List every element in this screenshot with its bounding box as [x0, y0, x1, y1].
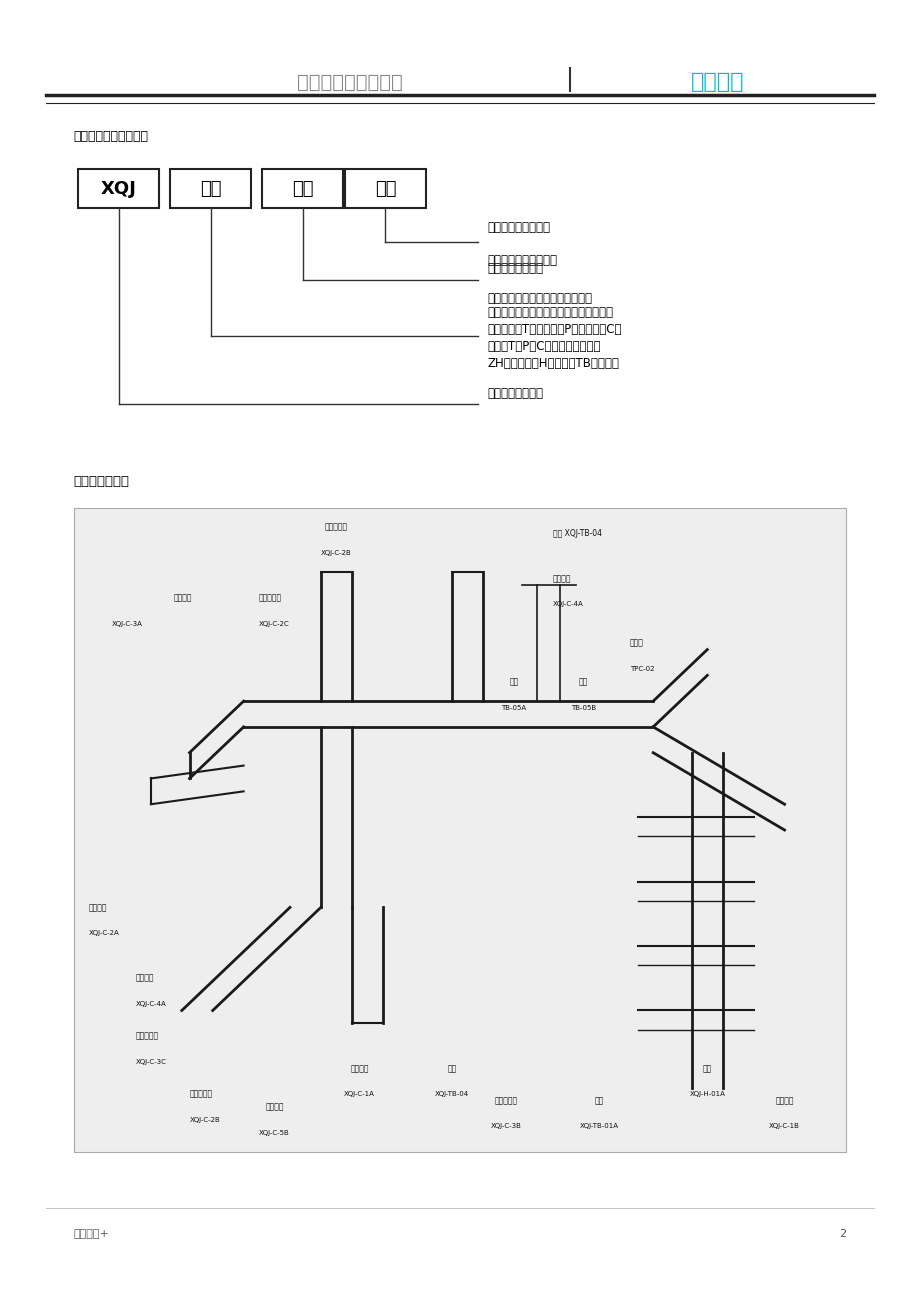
Text: 表示结构形式（用中文第一个汉语拼音的: 表示结构形式（用中文第一个汉语拼音的	[487, 306, 613, 319]
Text: XQJ-TB-01A: XQJ-TB-01A	[579, 1124, 618, 1130]
Text: 大写字头）T为梯架式、P为托盘式、C为: 大写字头）T为梯架式、P为托盘式、C为	[487, 323, 621, 336]
Text: XQJ-C-3B: XQJ-C-3B	[491, 1124, 521, 1130]
Text: XQJ-C-3C: XQJ-C-3C	[135, 1059, 166, 1065]
Text: 水平弯道: 水平弯道	[89, 902, 108, 911]
Text: 异径接头: 异径接头	[265, 1103, 283, 1112]
Text: XQJ-H-01A: XQJ-H-01A	[688, 1091, 724, 1098]
Text: 上偏直弯道: 上偏直弯道	[189, 1090, 212, 1099]
Text: 槽式（T、P、C组合为三种共用）: 槽式（T、P、C组合为三种共用）	[487, 340, 600, 353]
Text: 支架: 支架	[448, 1064, 457, 1073]
Text: 表示汇线桥架系列: 表示汇线桥架系列	[487, 387, 543, 400]
Text: XQJ-C-2B: XQJ-C-2B	[189, 1117, 220, 1124]
Text: XQJ-C-4A: XQJ-C-4A	[552, 602, 583, 608]
Text: 终端封头: 终端封头	[775, 1096, 793, 1105]
Text: 吊杆: 吊杆	[578, 677, 587, 686]
Text: 表示类别种类序号: 表示类别种类序号	[487, 262, 543, 275]
Text: 桥架安装示意图: 桥架安装示意图	[74, 475, 130, 488]
Text: XQJ-TB-04: XQJ-TB-04	[435, 1091, 469, 1098]
Text: XQJ-C-1B: XQJ-C-1B	[768, 1124, 800, 1130]
Text: XQJ: XQJ	[101, 180, 136, 198]
Text: 规格: 规格	[374, 180, 396, 198]
Text: TPC-02: TPC-02	[630, 665, 653, 672]
Text: XQJ-C-1A: XQJ-C-1A	[344, 1091, 375, 1098]
Text: 吊架: 吊架	[509, 677, 518, 686]
Text: 下偏直三通: 下偏直三通	[135, 1031, 158, 1040]
Text: 形式: 形式	[199, 180, 221, 198]
Text: 托臂: 托臂	[594, 1096, 603, 1105]
Text: 2: 2	[838, 1229, 845, 1240]
Text: 立柱: 立柱	[702, 1064, 711, 1073]
Text: 下偏直弯道: 下偏直弯道	[259, 594, 282, 603]
Text: TB-05A: TB-05A	[501, 704, 526, 711]
Text: TB-05B: TB-05B	[571, 704, 596, 711]
Text: 电缆桥架型号表示方法: 电缆桥架型号表示方法	[74, 130, 149, 143]
Text: （用阿拉伯数字表示）: （用阿拉伯数字表示）	[487, 254, 557, 267]
FancyBboxPatch shape	[78, 169, 159, 208]
Text: ZH为组合式，H为立柱，TB为托臂。: ZH为组合式，H为立柱，TB为托臂。	[487, 357, 618, 370]
Text: 知识材料+: 知识材料+	[74, 1229, 109, 1240]
Text: 水平四通: 水平四通	[135, 974, 153, 983]
Text: XQJ-C-5B: XQJ-C-5B	[259, 1130, 289, 1135]
Text: XQJ-C-2A: XQJ-C-2A	[89, 930, 119, 936]
Text: 上偏直弯道: 上偏直弯道	[324, 522, 347, 531]
Text: 下偏直三通: 下偏直三通	[494, 1096, 517, 1105]
Text: 支架 XQJ-TB-04: 支架 XQJ-TB-04	[552, 529, 601, 538]
FancyBboxPatch shape	[170, 169, 251, 208]
Text: 类别: 类别	[291, 180, 313, 198]
Text: XQJ-C-2C: XQJ-C-2C	[259, 621, 289, 626]
Text: 仅供参考: 仅供参考	[690, 72, 743, 92]
Text: 水平四通: 水平四通	[552, 574, 571, 583]
Text: XQJ-C-2B: XQJ-C-2B	[321, 549, 351, 556]
Text: 连接片: 连接片	[630, 638, 643, 647]
Text: XQJ-C-4A: XQJ-C-4A	[135, 1001, 166, 1006]
Text: 直通线槽: 直通线槽	[350, 1064, 369, 1073]
FancyBboxPatch shape	[345, 169, 425, 208]
FancyBboxPatch shape	[74, 508, 845, 1152]
Text: XQJ-C-3A: XQJ-C-3A	[112, 621, 143, 626]
Text: 表示规格或规格序号: 表示规格或规格序号	[487, 221, 550, 234]
Text: （用阿拉伯数字加英语字母表示）: （用阿拉伯数字加英语字母表示）	[487, 292, 592, 305]
Text: 水平三通: 水平三通	[174, 594, 192, 603]
FancyBboxPatch shape	[262, 169, 343, 208]
Text: 页眉页脚可一键删除: 页眉页脚可一键删除	[297, 73, 402, 91]
